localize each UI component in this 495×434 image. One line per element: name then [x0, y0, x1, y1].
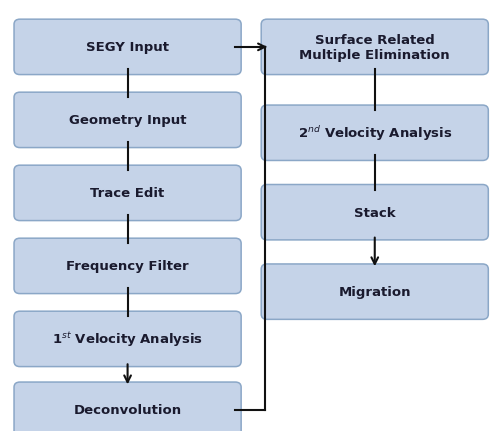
FancyBboxPatch shape	[261, 106, 488, 161]
Text: 2$^{nd}$ Velocity Analysis: 2$^{nd}$ Velocity Analysis	[297, 124, 452, 143]
FancyBboxPatch shape	[14, 20, 241, 76]
FancyBboxPatch shape	[14, 93, 241, 148]
Text: Stack: Stack	[354, 206, 396, 219]
Text: Frequency Filter: Frequency Filter	[66, 260, 189, 273]
Text: Geometry Input: Geometry Input	[69, 114, 186, 127]
Text: 1$^{st}$ Velocity Analysis: 1$^{st}$ Velocity Analysis	[52, 330, 203, 349]
Text: Deconvolution: Deconvolution	[74, 403, 182, 416]
FancyBboxPatch shape	[14, 166, 241, 221]
FancyBboxPatch shape	[261, 20, 488, 76]
Text: Trace Edit: Trace Edit	[91, 187, 165, 200]
FancyBboxPatch shape	[14, 382, 241, 434]
Text: SEGY Input: SEGY Input	[86, 41, 169, 54]
Text: Surface Related
Multiple Elimination: Surface Related Multiple Elimination	[299, 34, 450, 62]
Text: Migration: Migration	[339, 286, 411, 299]
FancyBboxPatch shape	[261, 185, 488, 240]
FancyBboxPatch shape	[14, 312, 241, 367]
FancyBboxPatch shape	[261, 264, 488, 319]
FancyBboxPatch shape	[14, 239, 241, 294]
